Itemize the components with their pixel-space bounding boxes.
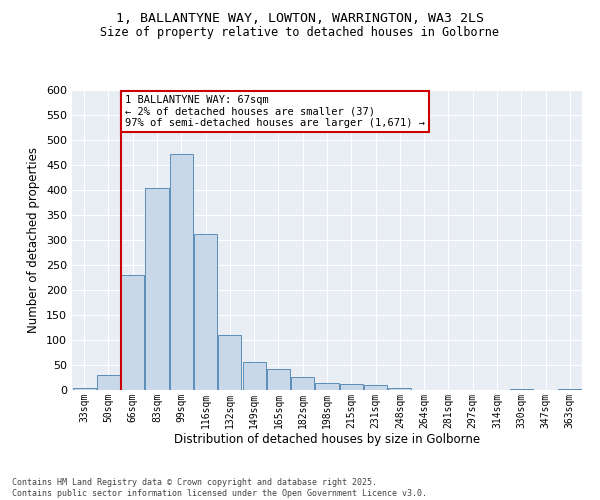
Bar [559, 388, 581, 390]
Bar [73, 388, 95, 390]
Bar [316, 382, 338, 390]
Bar [97, 374, 120, 390]
Bar [145, 188, 169, 390]
Bar [364, 385, 387, 390]
Bar [510, 388, 533, 390]
Bar [242, 362, 266, 390]
Bar [218, 334, 241, 390]
Bar [291, 377, 314, 390]
Bar [121, 275, 144, 390]
Bar [170, 154, 193, 390]
Text: Contains HM Land Registry data © Crown copyright and database right 2025.
Contai: Contains HM Land Registry data © Crown c… [12, 478, 427, 498]
Bar [340, 384, 363, 390]
Text: Distribution of detached houses by size in Golborne: Distribution of detached houses by size … [174, 432, 480, 446]
Bar [267, 368, 290, 390]
Bar [388, 388, 412, 390]
Bar [194, 234, 217, 390]
Y-axis label: Number of detached properties: Number of detached properties [28, 147, 40, 333]
Text: Size of property relative to detached houses in Golborne: Size of property relative to detached ho… [101, 26, 499, 39]
Text: 1 BALLANTYNE WAY: 67sqm
← 2% of detached houses are smaller (37)
97% of semi-det: 1 BALLANTYNE WAY: 67sqm ← 2% of detached… [125, 95, 425, 128]
Text: 1, BALLANTYNE WAY, LOWTON, WARRINGTON, WA3 2LS: 1, BALLANTYNE WAY, LOWTON, WARRINGTON, W… [116, 12, 484, 26]
